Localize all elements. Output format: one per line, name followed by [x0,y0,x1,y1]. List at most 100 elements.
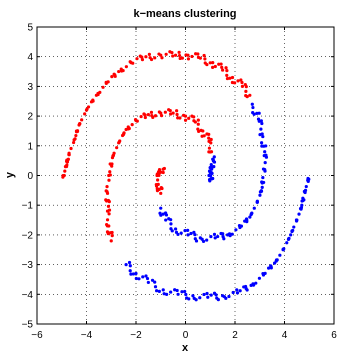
blue-cluster-point [260,121,264,126]
red-cluster-point [169,112,173,116]
blue-cluster-point [259,119,263,123]
blue-cluster-point [254,281,258,285]
blue-cluster-point [174,227,178,231]
blue-cluster-point [207,173,211,178]
blue-cluster-point [215,296,219,300]
blue-cluster-point [198,296,202,300]
blue-cluster-point [216,234,220,239]
blue-cluster-point [225,233,230,237]
blue-cluster-point [164,218,168,222]
red-cluster-point [61,174,65,178]
y-tick-label: −1 [22,201,34,212]
blue-cluster-point [250,102,254,106]
blue-cluster-point [128,264,132,268]
red-cluster-point [155,187,159,191]
red-cluster-point [74,133,78,138]
y-tick-label: 0 [27,171,33,182]
blue-cluster-point [238,289,242,293]
red-cluster-point [127,126,131,131]
blue-cluster-point [259,127,263,131]
y-tick-label: 4 [27,52,33,63]
x-tick-label: −6 [31,330,43,341]
blue-cluster-point [183,229,187,233]
blue-cluster-point [244,217,249,221]
blue-cluster-point [169,222,173,226]
blue-cluster-point [261,175,265,180]
red-cluster-point [225,69,229,73]
blue-cluster-point [242,285,246,289]
blue-cluster-point [161,288,165,292]
red-cluster-point [143,113,147,117]
red-cluster-point [117,69,121,74]
blue-cluster-point [306,179,310,184]
red-cluster-point [207,132,211,136]
red-cluster-point [139,114,143,119]
blue-cluster-point [289,233,293,237]
blue-cluster-point [212,160,217,164]
red-cluster-point [203,57,207,61]
blue-cluster-point [137,277,141,281]
red-cluster-point [153,56,157,60]
blue-cluster-point [205,238,209,242]
red-cluster-point [196,122,200,126]
red-cluster-point [171,54,175,58]
red-cluster-point [213,64,217,69]
blue-cluster-point [158,211,162,215]
red-cluster-point [159,191,163,195]
x-tick-label: 4 [282,330,288,341]
blue-cluster-point [292,225,296,229]
red-cluster-point [78,121,82,126]
blue-cluster-point [237,223,242,228]
red-cluster-point [171,111,175,115]
blue-cluster-point [263,161,267,165]
red-cluster-point [159,111,163,115]
red-cluster-point [202,53,206,58]
red-cluster-point [170,51,174,55]
blue-cluster-point [174,230,179,234]
blue-cluster-point [263,169,267,173]
y-tick-label: −3 [22,260,34,271]
red-cluster-point [113,74,117,78]
blue-cluster-point [294,219,299,223]
blue-cluster-point [186,233,190,237]
blue-cluster-point [221,294,225,298]
blue-cluster-point [255,200,259,204]
y-axis-label: y [4,171,16,178]
blue-cluster-point [173,288,177,292]
blue-cluster-point [209,234,213,239]
red-cluster-point [190,54,194,59]
red-cluster-point [107,173,111,178]
red-cluster-point [149,57,154,62]
red-cluster-point [106,80,110,84]
red-cluster-point [107,212,111,216]
blue-cluster-point [212,232,217,236]
blue-cluster-point [209,162,213,167]
blue-cluster-point [186,228,190,232]
red-cluster-point [105,230,110,234]
chart-title: k−means clustering [133,8,236,20]
red-cluster-point [106,204,111,208]
blue-cluster-point [257,276,262,280]
red-cluster-point [219,62,223,66]
blue-cluster-point [198,236,202,240]
red-cluster-point [221,68,225,72]
red-cluster-point [159,53,163,57]
blue-cluster-point [260,185,264,189]
red-cluster-point [135,57,139,61]
red-cluster-point [211,61,215,65]
blue-cluster-point [219,231,223,236]
red-cluster-point [104,198,108,202]
y-tick-label: 2 [27,112,33,123]
red-cluster-point [208,61,212,65]
blue-cluster-point [184,292,188,297]
blue-cluster-point [234,228,238,232]
blue-cluster-point [212,155,216,159]
blue-cluster-point [297,212,301,216]
red-cluster-point [84,108,89,112]
x-tick-label: −2 [130,330,142,341]
red-cluster-point [220,65,224,69]
red-cluster-point [201,129,205,133]
data-points [61,50,311,302]
blue-cluster-point [299,207,303,211]
red-cluster-point [72,138,76,142]
